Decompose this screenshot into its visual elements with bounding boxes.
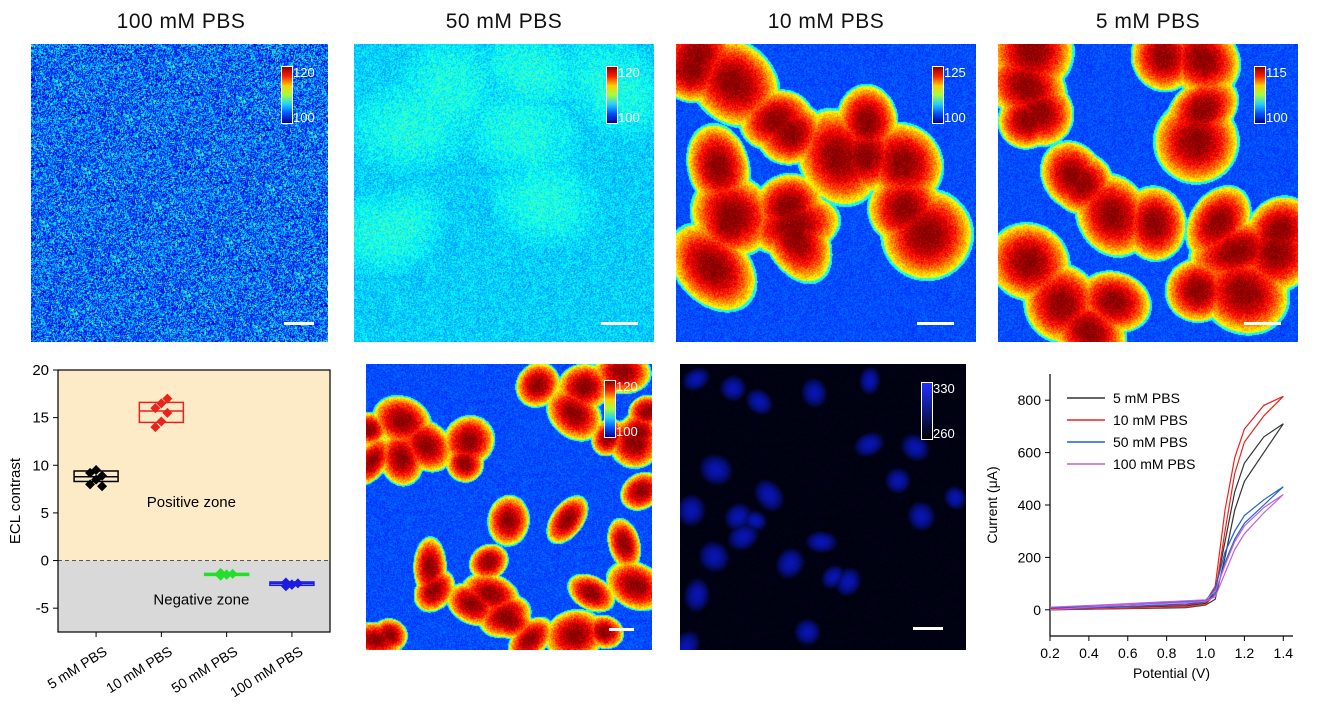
x-tick-label: 5 mM PBS xyxy=(44,643,109,692)
data-point xyxy=(91,474,102,485)
cv-series-line xyxy=(1049,494,1284,611)
x-tick-label: 1.4 xyxy=(1274,645,1294,661)
data-point xyxy=(221,569,232,580)
colorbar-max: 120 xyxy=(618,65,640,80)
pl-image-blue: 330 260 xyxy=(680,364,966,650)
panel-title-5mm: 5 mM PBS xyxy=(1095,10,1201,33)
colorbar xyxy=(1254,66,1266,124)
legend-label: 5 mM PBS xyxy=(1113,390,1180,406)
x-tick-label: 10 mM PBS xyxy=(103,643,175,696)
ecl-image-50mm: 120 100 xyxy=(354,44,654,342)
scale-bar xyxy=(917,322,954,325)
y-tick-label: 200 xyxy=(1018,549,1042,565)
colorbar-min: 100 xyxy=(1266,110,1288,125)
ecl-image-canvas xyxy=(676,44,976,342)
data-point xyxy=(150,422,161,433)
cv-series-line xyxy=(1049,486,1284,611)
ecl-image-canvas xyxy=(354,44,654,342)
data-point xyxy=(91,465,102,476)
y-tick-label: 400 xyxy=(1018,497,1042,513)
colorbar xyxy=(281,66,293,124)
data-point xyxy=(162,407,173,418)
colorbar-max: 330 xyxy=(933,381,955,396)
ecl-image-5mm: 115 100 xyxy=(998,44,1298,342)
y-tick-label: 0 xyxy=(1033,602,1041,618)
scale-bar xyxy=(913,627,943,630)
data-point xyxy=(286,579,297,590)
colorbar-max: 120 xyxy=(616,379,638,394)
ecl-image-10mm: 125 100 xyxy=(676,44,976,342)
y-tick-label: 5 xyxy=(41,505,49,522)
y-axis-label: ECL contrast xyxy=(7,457,24,544)
colorbar-min: 100 xyxy=(618,110,640,125)
data-point xyxy=(156,398,167,409)
ecl-image-cells-bottom: 120 100 xyxy=(366,364,652,650)
scale-bar xyxy=(284,322,314,325)
colorbar-max: 125 xyxy=(944,65,966,80)
data-point xyxy=(85,479,96,490)
data-point xyxy=(97,481,108,492)
data-point xyxy=(227,568,238,579)
panel-title-100mm: 100 mM PBS xyxy=(116,10,246,33)
x-tick-label: 0.4 xyxy=(1079,645,1099,661)
ecl-image-100mm: 120 100 xyxy=(31,44,328,342)
data-point xyxy=(85,467,96,478)
x-tick-label: 0.6 xyxy=(1118,645,1138,661)
colorbar-min: 260 xyxy=(933,426,955,441)
cv-series-line xyxy=(1049,423,1284,611)
cv-line-chart: 0 200 400 600 800 0.2 0.4 0.6 0.8 1.0 1.2 1.4 Potent… xyxy=(984,374,1294,681)
data-point xyxy=(156,416,167,427)
y-tick-label: 20 xyxy=(32,362,49,379)
x-tick-label: 100 mM PBS xyxy=(227,643,305,700)
colorbar-max: 120 xyxy=(293,65,315,80)
colorbar-min: 100 xyxy=(616,424,638,439)
legend-label: 50 mM PBS xyxy=(1113,434,1188,450)
y-tick-label: 15 xyxy=(32,410,49,427)
y-axis-label: Current (μA) xyxy=(984,466,1000,543)
colorbar-max: 115 xyxy=(1266,65,1287,80)
panel-title-50mm: 50 mM PBS xyxy=(445,10,563,33)
colorbar-min: 100 xyxy=(293,110,315,125)
positive-zone-bg xyxy=(58,370,330,561)
scale-bar xyxy=(609,628,634,631)
ecl-image-canvas xyxy=(31,44,328,342)
data-point xyxy=(97,470,108,481)
positive-zone-label: Positive zone xyxy=(147,494,236,511)
negative-zone-label: Negative zone xyxy=(153,591,249,608)
colorbar xyxy=(604,380,616,438)
y-tick-label: -5 xyxy=(36,600,49,617)
cv-series-line xyxy=(1049,395,1284,611)
y-tick-label: 10 xyxy=(32,457,49,474)
x-tick-label: 1.2 xyxy=(1235,645,1255,661)
data-point xyxy=(150,403,161,414)
data-point xyxy=(162,393,173,404)
ecl-image-canvas xyxy=(998,44,1298,342)
x-tick-label: 0.2 xyxy=(1040,645,1060,661)
y-tick-label: 600 xyxy=(1018,445,1042,461)
y-tick-label: 800 xyxy=(1018,392,1042,408)
plot-frame xyxy=(57,369,331,633)
colorbar-min: 100 xyxy=(944,110,966,125)
colorbar xyxy=(921,382,933,440)
scale-bar xyxy=(601,322,638,325)
legend-label: 10 mM PBS xyxy=(1113,412,1188,428)
data-point xyxy=(280,577,291,588)
colorbar xyxy=(932,66,944,124)
y-tick-label: 0 xyxy=(41,553,49,570)
x-tick-label: 0.8 xyxy=(1157,645,1177,661)
legend-label: 100 mM PBS xyxy=(1113,456,1195,472)
x-tick-label: 1.0 xyxy=(1196,645,1216,661)
negative-zone-bg xyxy=(58,560,330,632)
pl-image-canvas xyxy=(680,364,966,650)
colorbar xyxy=(606,66,618,124)
panel-title-10mm: 10 mM PBS xyxy=(767,10,885,33)
x-axis-label: Potential (V) xyxy=(1133,665,1210,681)
scale-bar xyxy=(1244,322,1281,325)
